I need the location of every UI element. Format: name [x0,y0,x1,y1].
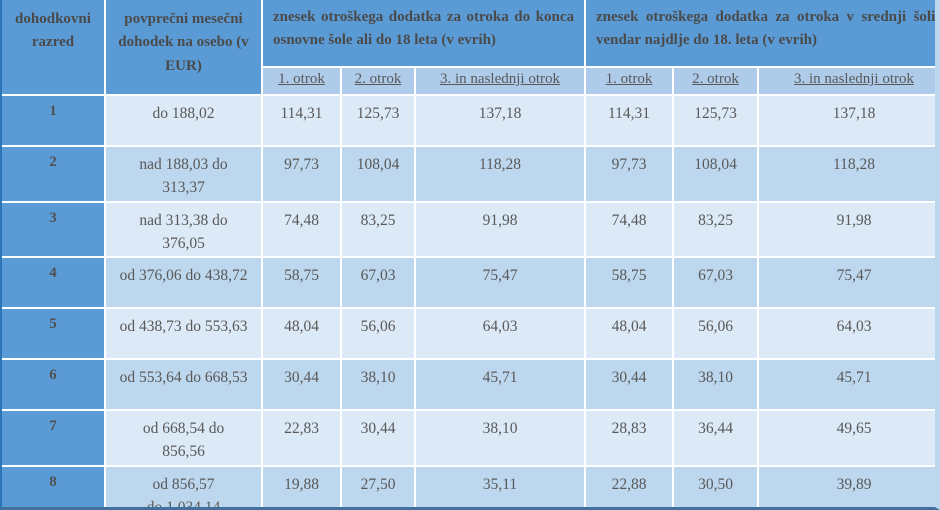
allowance-value-cell: 36,44 [674,411,757,465]
allowance-value-cell: 125,73 [674,96,757,145]
header-group-primary-school: znesek otroškega dodatka za otroka do ko… [263,0,584,66]
income-range-cell: od 668,54 do 856,56 [106,411,261,465]
allowance-value-cell: 58,75 [586,258,672,307]
allowance-value-cell: 56,06 [342,309,414,358]
income-range-cell: od 553,64 do 668,53 [106,360,261,409]
allowance-value-cell: 38,10 [674,360,757,409]
income-class-cell: 6 [2,360,104,409]
subheader-secondary-child-1: 1. otrok [586,68,672,94]
allowance-value-cell: 35,11 [416,466,584,507]
income-range-cell: do 188,02 [106,96,261,145]
allowance-value-cell: 30,50 [674,466,757,507]
income-class-cell: 3 [2,202,104,256]
table-row: 7 od 668,54 do 856,56 22,83 30,44 38,10 … [2,411,935,465]
table-row: 2 nad 188,03 do 313,37 97,73 108,04 118,… [2,147,935,201]
income-range-cell: od 376,06 do 438,72 [106,258,261,307]
allowance-value-cell: 56,06 [674,309,757,358]
table-row: 3 nad 313,38 do 376,05 74,48 83,25 91,98… [2,202,935,256]
subheader-row: 1. otrok 2. otrok 3. in naslednji otrok … [2,68,935,94]
allowance-value-cell: 30,44 [342,411,414,465]
allowance-value-cell: 48,04 [586,309,672,358]
allowance-value-cell: 48,04 [263,309,340,358]
allowance-value-cell: 30,44 [263,360,340,409]
subheader-primary-child-2: 2. otrok [342,68,414,94]
subheader-label: 1. otrok [278,71,325,87]
allowance-value-cell: 67,03 [342,258,414,307]
allowance-value-cell: 118,28 [759,147,935,201]
allowance-value-cell: 39,89 [759,466,935,507]
allowance-value-cell: 108,04 [342,147,414,201]
allowance-value-cell: 97,73 [586,147,672,201]
allowance-value-cell: 118,28 [416,147,584,201]
table-row: 6 od 553,64 do 668,53 30,44 38,10 45,71 … [2,360,935,409]
income-range-cell: nad 188,03 do 313,37 [106,147,261,201]
subheader-label: 2. otrok [354,71,402,87]
income-range-cell: od 856,57 do 1.034,14 [106,466,261,507]
allowance-value-cell: 22,83 [263,411,340,465]
allowance-value-cell: 108,04 [674,147,757,201]
allowance-value-cell: 137,18 [759,96,935,145]
table-row: 4 od 376,06 do 438,72 58,75 67,03 75,47 … [2,258,935,307]
allowance-value-cell: 125,73 [342,96,414,145]
subheader-label: 3. in naslednji otrok [440,71,560,87]
allowance-value-cell: 67,03 [674,258,757,307]
header-income-class: dohodkovni razred [2,0,104,94]
subheader-secondary-child-3plus: 3. in naslednji otrok [759,68,935,94]
subheader-primary-child-1: 1. otrok [263,68,340,94]
allowance-value-cell: 45,71 [759,360,935,409]
header-row: dohodkovni razred povprečni mesečni doho… [2,0,935,94]
allowance-value-cell: 114,31 [263,96,340,145]
subheader-label: 3. in naslednji otrok [794,71,914,87]
header-group-secondary-school: znesek otroškega dodatka za otroka v sre… [586,0,935,66]
allowance-value-cell: 64,03 [759,309,935,358]
allowance-value-cell: 30,44 [586,360,672,409]
allowance-value-cell: 74,48 [586,202,672,256]
allowance-value-cell: 97,73 [263,147,340,201]
income-range-cell: od 438,73 do 553,63 [106,309,261,358]
allowance-value-cell: 83,25 [342,202,414,256]
allowance-value-cell: 91,98 [759,202,935,256]
income-range-cell: nad 313,38 do 376,05 [106,202,261,256]
allowance-value-cell: 83,25 [674,202,757,256]
allowance-value-cell: 91,98 [416,202,584,256]
allowance-value-cell: 28,83 [586,411,672,465]
income-class-cell: 2 [2,147,104,201]
allowance-value-cell: 74,48 [263,202,340,256]
header-avg-income: povprečni mesečni dohodek na osebo (v EU… [106,0,261,94]
allowance-value-cell: 75,47 [759,258,935,307]
allowance-value-cell: 19,88 [263,466,340,507]
income-class-cell: 7 [2,411,104,465]
income-class-cell: 5 [2,309,104,358]
income-class-cell: 1 [2,96,104,145]
subheader-label: 2. otrok [692,71,739,87]
allowance-value-cell: 114,31 [586,96,672,145]
allowance-value-cell: 58,75 [263,258,340,307]
allowance-value-cell: 137,18 [416,96,584,145]
allowance-value-cell: 38,10 [342,360,414,409]
subheader-secondary-child-2: 2. otrok [674,68,757,94]
allowance-value-cell: 75,47 [416,258,584,307]
table-row: 5 od 438,73 do 553,63 48,04 56,06 64,03 … [2,309,935,358]
allowance-value-cell: 38,10 [416,411,584,465]
allowance-value-cell: 22,88 [586,466,672,507]
allowance-value-cell: 27,50 [342,466,414,507]
subheader-primary-child-3plus: 3. in naslednji otrok [416,68,584,94]
table-row: 8 od 856,57 do 1.034,14 19,88 27,50 35,1… [2,466,935,507]
income-class-cell: 4 [2,258,104,307]
allowance-value-cell: 49,65 [759,411,935,465]
subheader-label: 1. otrok [605,71,653,87]
income-class-cell: 8 [2,466,104,507]
allowance-value-cell: 64,03 [416,309,584,358]
allowance-value-cell: 45,71 [416,360,584,409]
table-row: 1 do 188,02 114,31 125,73 137,18 114,31 … [2,96,935,145]
